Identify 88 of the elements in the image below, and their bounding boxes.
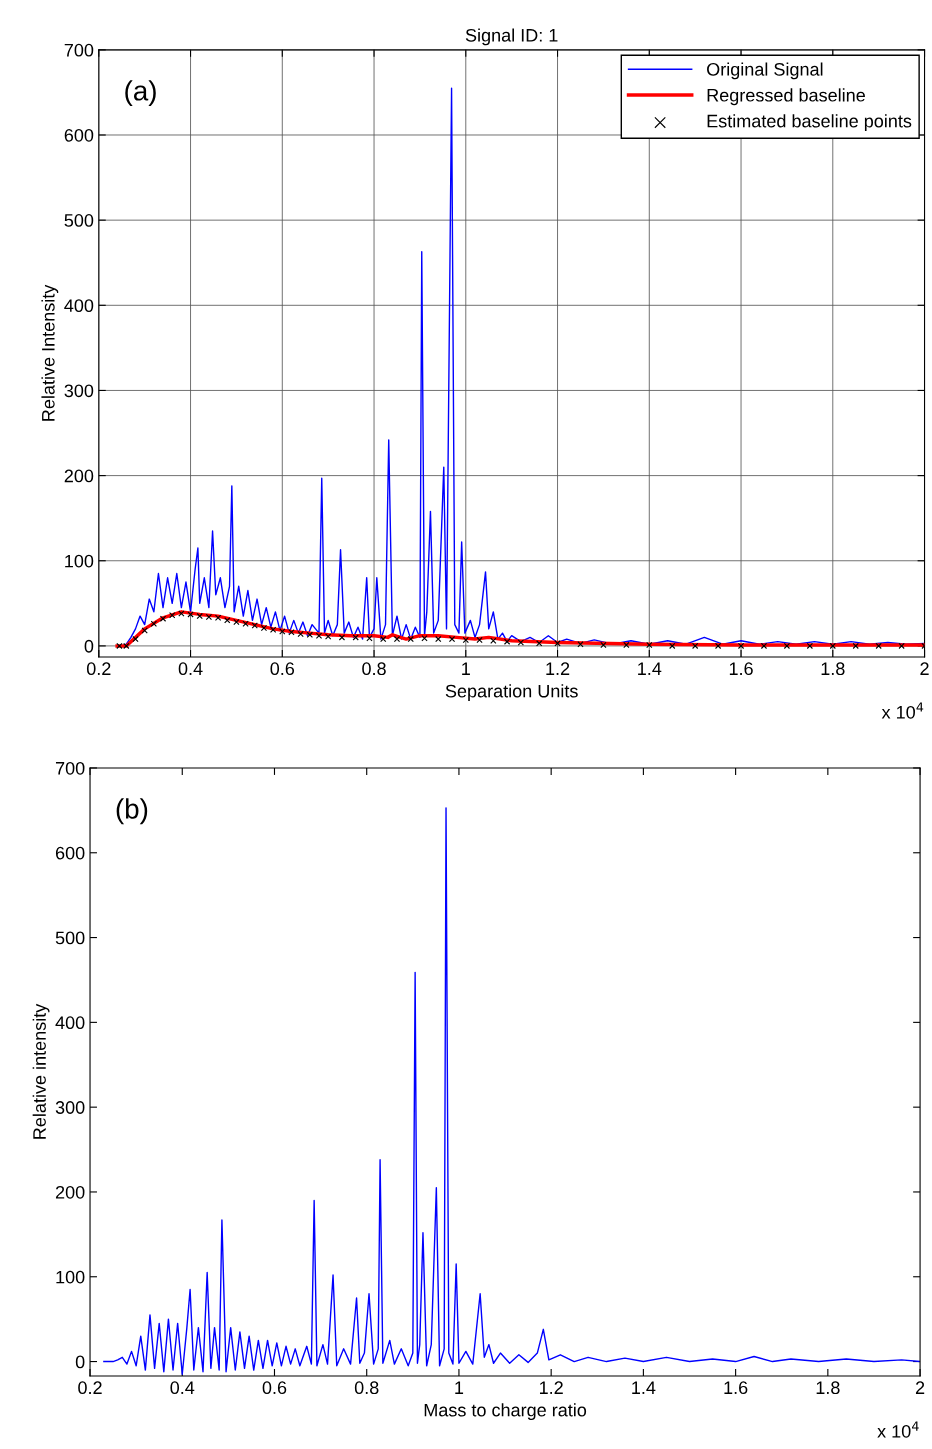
x-tick-label: 1.2 <box>546 662 570 675</box>
y-tick-label: 700 <box>64 43 94 57</box>
point <box>462 636 469 644</box>
y-axis-title: Relative intensity <box>32 1003 50 1139</box>
point <box>132 635 139 643</box>
y-tick-label: 700 <box>55 761 85 775</box>
x-tick-label: 0.6 <box>270 662 295 676</box>
point <box>407 635 414 643</box>
point <box>692 642 699 650</box>
point <box>224 617 231 624</box>
text: x 10$^{4}$ <box>881 702 924 719</box>
point <box>476 636 483 644</box>
annotation: (b) <box>116 798 148 825</box>
x-tick-label: 1.8 <box>821 662 845 676</box>
point <box>196 612 203 620</box>
point <box>214 614 222 621</box>
x-tick-label: 1.6 <box>724 1381 748 1395</box>
text: x 10$^{4}$ <box>877 1421 919 1438</box>
point <box>169 612 176 619</box>
point <box>669 642 676 650</box>
y-tick-label: 100 <box>65 554 94 568</box>
point <box>875 642 882 650</box>
x-tick-label: 0.2 <box>78 1381 102 1395</box>
y-tick-label: 600 <box>64 128 94 142</box>
legend-label: Regressed baseline <box>707 88 865 106</box>
legend-label: Original Signal <box>707 62 823 80</box>
point <box>269 626 277 633</box>
point <box>646 641 653 649</box>
x-tick-label: 1.2 <box>539 1381 563 1394</box>
y-tick-label: 400 <box>55 1016 85 1030</box>
y-tick-label: 0 <box>84 639 94 653</box>
point <box>852 642 859 650</box>
legend-label: Estimated baseline points <box>707 114 912 132</box>
point <box>352 634 359 641</box>
point <box>279 628 286 635</box>
point <box>623 641 630 649</box>
x-tick-label: 0.8 <box>362 662 386 676</box>
x-tick-label: 2 <box>915 1381 925 1394</box>
point <box>297 630 304 638</box>
y-tick-label: 600 <box>55 846 85 860</box>
point <box>233 618 240 626</box>
y-tick-label: 400 <box>64 299 94 313</box>
point <box>577 641 584 648</box>
y-tick-label: 0 <box>75 1355 85 1369</box>
x-tick-label: 0.4 <box>170 1381 195 1395</box>
point <box>306 631 313 638</box>
x-tick-label: 1 <box>462 662 470 675</box>
point <box>141 627 148 634</box>
point <box>435 635 442 643</box>
point <box>600 641 607 649</box>
y-tick-label: 500 <box>55 931 85 945</box>
chart-title: Signal ID: 1 <box>465 28 558 46</box>
point <box>517 639 524 646</box>
x-tick-label: 2 <box>920 662 929 675</box>
y-tick-label: 300 <box>64 384 94 398</box>
y-tick-label: 500 <box>64 214 94 227</box>
point <box>503 638 511 645</box>
x-tick-label: 1.8 <box>816 1381 840 1395</box>
y-tick-label: 100 <box>56 1270 85 1284</box>
x-tick-label: 0.4 <box>178 662 203 676</box>
point <box>159 615 167 622</box>
point <box>242 620 249 627</box>
x-tick-label: 1 <box>455 1381 464 1394</box>
x-axis-title: Mass to charge ratio <box>424 1403 587 1421</box>
x-tick-label: 0.8 <box>354 1381 379 1395</box>
point <box>288 629 295 636</box>
point <box>421 635 428 642</box>
x-tick-label: 1.4 <box>632 1381 656 1394</box>
point <box>251 622 258 629</box>
point <box>315 632 323 639</box>
point <box>806 642 814 650</box>
point <box>898 642 905 650</box>
point <box>338 634 346 641</box>
point <box>325 633 332 640</box>
y-tick-label: 200 <box>55 1185 85 1199</box>
point <box>380 635 387 643</box>
point <box>150 620 157 627</box>
x-tick-label: 1.4 <box>638 662 662 675</box>
point <box>490 637 497 644</box>
point <box>536 640 543 647</box>
annotation: (a) <box>125 80 156 107</box>
x-axis-title: Separation Units <box>445 684 578 702</box>
y-tick-label: 300 <box>55 1101 85 1114</box>
x-tick-label: 1.6 <box>729 662 753 676</box>
x-tick-label: 0.2 <box>86 662 111 676</box>
y-tick-label: 200 <box>64 469 94 483</box>
x-tick-label: 0.6 <box>262 1381 287 1395</box>
y-axis-title: Relative Intensity <box>41 284 59 421</box>
